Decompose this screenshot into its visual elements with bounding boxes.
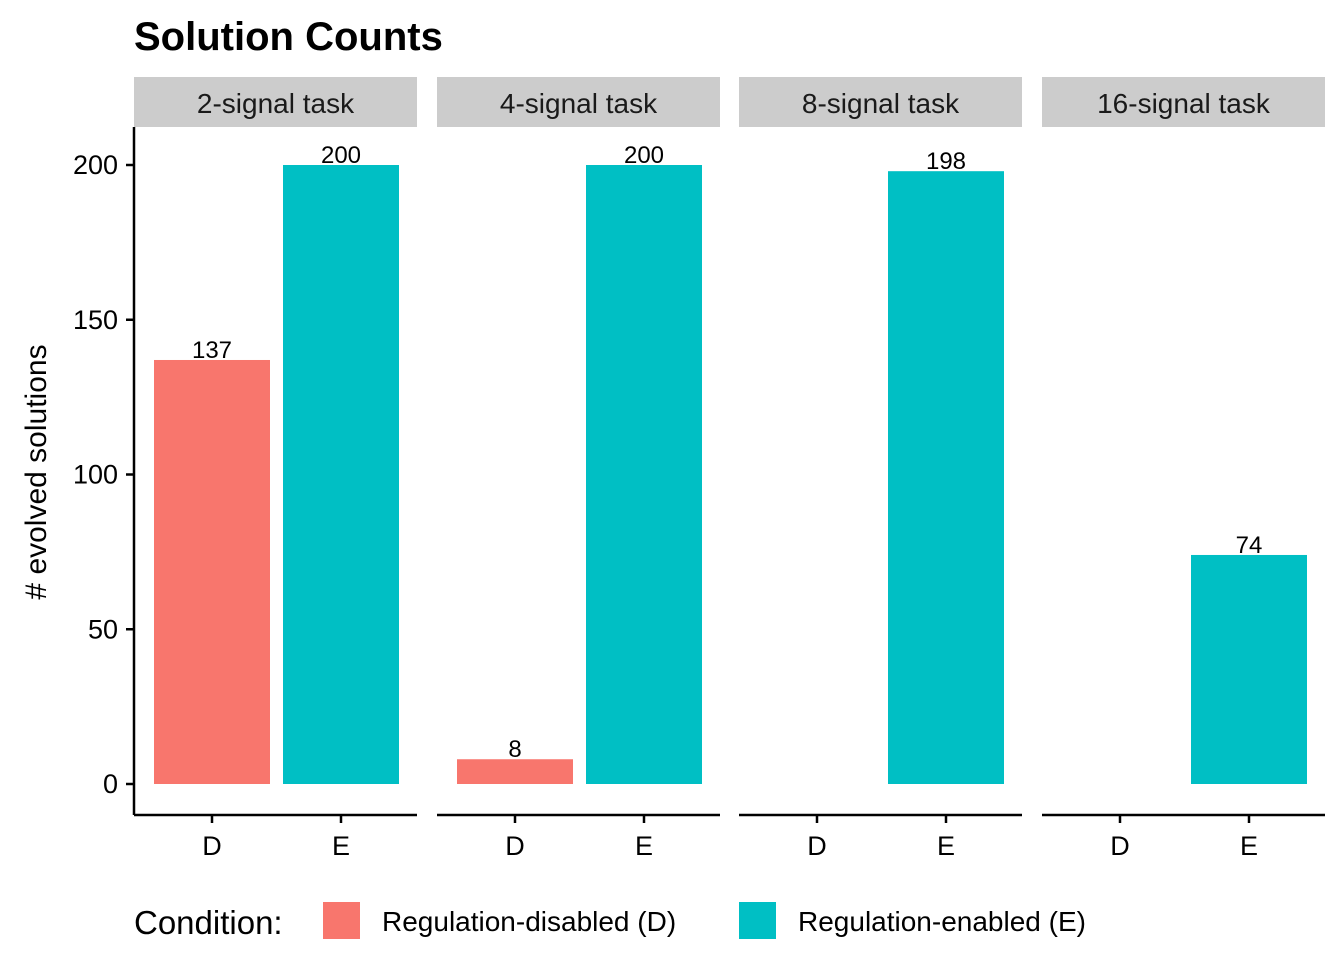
legend-entry-label: Regulation-enabled (E) [798, 906, 1086, 937]
facet-strip-label: 8-signal task [802, 88, 960, 119]
facet-panels: 2-signal task 137 200 D E 4-signal task 8 200 D E… [134, 77, 1325, 861]
bar-e [1191, 554, 1307, 784]
y-tick-label: 150 [73, 305, 118, 335]
legend-title: Condition: [134, 904, 283, 941]
bar-value-label: 200 [624, 142, 664, 169]
legend-key [739, 902, 776, 939]
x-tick-label: D [505, 831, 525, 861]
facet-panel: 2-signal task 137 200 D E [134, 77, 417, 861]
y-tick-label: 50 [88, 614, 118, 644]
x-tick-label: E [635, 831, 653, 861]
legend-key [323, 902, 360, 939]
x-tick-label: E [937, 831, 955, 861]
facet-strip-label: 4-signal task [500, 88, 658, 119]
facet-panel: 8-signal task 198 D E [739, 77, 1022, 861]
x-tick-label: D [202, 831, 222, 861]
facet-strip-label: 2-signal task [197, 88, 355, 119]
bar-value-label: 200 [321, 142, 361, 169]
y-tick-label: 200 [73, 150, 118, 180]
x-tick-label: D [1110, 831, 1130, 861]
bar-value-label: 137 [192, 337, 232, 364]
legend: Condition: Regulation-disabled (D) Regula… [134, 902, 1086, 941]
facet-panel: 16-signal task 74 D E [1042, 77, 1325, 861]
x-tick-label: E [1240, 831, 1258, 861]
x-tick-label: D [807, 831, 827, 861]
facet-panel: 4-signal task 8 200 D E [437, 77, 720, 861]
bar-d [457, 759, 573, 784]
y-axis: 0 50 100 150 200 [73, 127, 136, 815]
x-tick-label: E [332, 831, 350, 861]
bar-e [586, 165, 702, 784]
bar-e [888, 171, 1004, 784]
bar-value-label: 198 [926, 148, 966, 175]
bar-value-label: 74 [1236, 532, 1263, 559]
bar-e [283, 165, 399, 784]
y-axis-title: # evolved solutions [20, 344, 53, 599]
y-tick-label: 100 [73, 460, 118, 490]
facet-strip [1042, 77, 1325, 127]
chart-title: Solution Counts [134, 15, 443, 59]
bar-value-label: 8 [508, 736, 521, 763]
y-tick-label: 0 [103, 769, 118, 799]
facet-strip-label: 16-signal task [1097, 88, 1271, 119]
facet-strip [739, 77, 1022, 127]
bar-d [154, 359, 270, 784]
legend-entry-label: Regulation-disabled (D) [382, 906, 676, 937]
facet-strip [134, 77, 417, 127]
facet-strip [437, 77, 720, 127]
